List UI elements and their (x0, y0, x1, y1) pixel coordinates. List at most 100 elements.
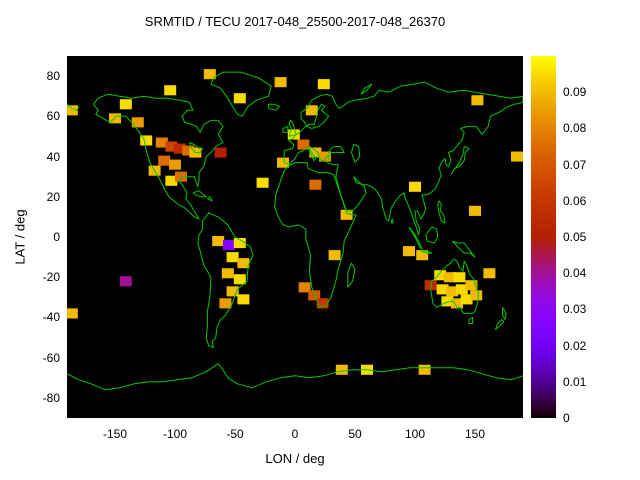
heatmap-cell (335, 364, 348, 375)
colorbar-step (531, 311, 556, 313)
colorbar-step (531, 369, 556, 371)
colorbar-tick-label: 0.03 (563, 302, 587, 317)
heatmap-cell (212, 236, 225, 247)
colorbar-step (531, 415, 556, 417)
colorbar-step (531, 78, 556, 80)
colorbar-step (531, 357, 556, 359)
colorbar-step (531, 164, 556, 166)
colorbar-step (531, 178, 556, 180)
colorbar-step (531, 250, 556, 252)
colorbar-step (531, 248, 556, 250)
colorbar-step (531, 71, 556, 73)
colorbar-step (531, 170, 556, 172)
colorbar-step (531, 276, 556, 278)
heatmap-cell (165, 175, 178, 186)
colorbar-step (531, 336, 556, 338)
colorbar-step (531, 303, 556, 305)
y-tick-label: 80 (46, 69, 60, 84)
colorbar-step (531, 172, 556, 174)
heatmap-cell (471, 95, 484, 106)
colorbar-step (531, 114, 556, 116)
colorbar-step (531, 363, 556, 365)
colorbar-step (531, 317, 556, 319)
heatmap-cell (469, 205, 481, 216)
colorbar-tick-label: 0 (563, 411, 570, 425)
colorbar-step (531, 221, 556, 223)
colorbar-step (531, 300, 556, 302)
coastline-path (192, 190, 207, 198)
y-tick-label: -80 (42, 390, 60, 405)
colorbar-step (531, 413, 556, 415)
colorbar-step (531, 193, 556, 195)
colorbar-step (531, 326, 556, 328)
colorbar-step (531, 204, 556, 206)
colorbar-step (531, 212, 556, 214)
heatmap-cell (158, 155, 171, 166)
x-tick-label: 100 (404, 427, 426, 441)
colorbar-step (531, 77, 556, 79)
colorbar-step (531, 190, 556, 192)
colorbar-step (531, 302, 556, 304)
colorbar-step (531, 234, 556, 236)
colorbar-step (531, 100, 556, 102)
colorbar-step (531, 74, 556, 76)
colorbar-step (531, 408, 556, 410)
colorbar-step (531, 191, 556, 193)
colorbar-step (531, 238, 556, 240)
colorbar-step (531, 69, 556, 71)
colorbar-step (531, 354, 556, 356)
y-tick-label: 0 (53, 230, 60, 244)
colorbar-step (531, 397, 556, 399)
colorbar-step (531, 361, 556, 363)
colorbar-step (531, 318, 556, 320)
colorbar-step (531, 349, 556, 351)
coastline-path (494, 319, 505, 330)
colorbar-step (531, 206, 556, 208)
colorbar-step (531, 76, 556, 78)
colorbar-step (531, 315, 556, 317)
colorbar-step (531, 293, 556, 295)
colorbar-step (531, 88, 556, 90)
heatmap-cell (434, 270, 447, 281)
colorbar-step (531, 259, 556, 261)
colorbar-step (531, 333, 556, 335)
coastline-path (188, 142, 204, 153)
heatmap-cell (223, 240, 235, 251)
colorbar-step (531, 308, 556, 310)
colorbar-step (531, 345, 556, 347)
colorbar-step (531, 82, 556, 84)
colorbar-step (531, 280, 556, 282)
heatmap-cell (424, 280, 437, 291)
colorbar-step (531, 393, 556, 395)
heatmap-cell (453, 272, 466, 283)
colorbar-step (531, 299, 556, 301)
x-tick-label: 50 (348, 427, 362, 441)
colorbar-step (531, 187, 556, 189)
colorbar-step (531, 125, 556, 127)
colorbar-tick-label: 0.05 (563, 230, 587, 244)
colorbar-step (531, 58, 556, 60)
colorbar-step (531, 130, 556, 132)
heatmap-cell (155, 137, 168, 148)
colorbar-step (531, 106, 556, 108)
colorbar-step (531, 239, 556, 241)
colorbar-step (531, 275, 556, 277)
colorbar-step (531, 162, 556, 164)
colorbar-step (531, 270, 556, 272)
coastline-path (274, 162, 357, 308)
colorbar-step (531, 68, 556, 70)
colorbar-step (531, 129, 556, 131)
colorbar-step (531, 269, 556, 271)
colorbar-step (531, 353, 556, 355)
colorbar-step (531, 189, 556, 191)
colorbar-step (531, 337, 556, 339)
heatmap-cell (328, 250, 341, 261)
colorbar-step (531, 417, 556, 418)
colorbar-step (531, 229, 556, 231)
heatmap-cell (173, 143, 186, 154)
colorbar-step (531, 232, 556, 234)
colorbar-step (531, 319, 556, 321)
heatmap-cells (67, 69, 523, 375)
colorbar-step (531, 101, 556, 103)
colorbar-step (531, 233, 556, 235)
